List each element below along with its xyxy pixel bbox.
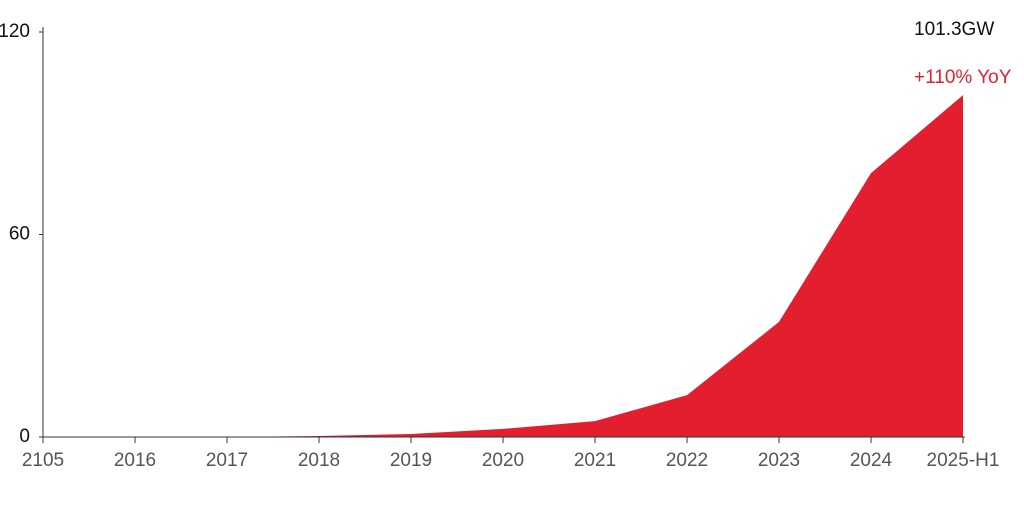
y-tick-label: 120 — [0, 21, 30, 42]
x-tick-label: 2018 — [298, 450, 340, 471]
y-tick-label: 0 — [19, 426, 30, 447]
x-tick-label: 2023 — [758, 450, 800, 471]
y-tick-label: 60 — [9, 224, 30, 245]
annotation: +110% YoY — [914, 67, 1012, 88]
x-tick-label: 2019 — [390, 450, 432, 471]
x-tick-label: 2016 — [114, 450, 156, 471]
x-tick-label: 2021 — [574, 450, 616, 471]
x-tick-label: 2017 — [206, 450, 248, 471]
x-tick-label: 2020 — [482, 450, 524, 471]
annotation: 101.3GW — [914, 19, 994, 40]
x-tick-label: 2105 — [22, 450, 64, 471]
x-tick-label: 2022 — [666, 450, 708, 471]
x-tick-label: 2024 — [850, 450, 893, 471]
area — [43, 95, 963, 438]
x-tick-label: 2025-H1 — [927, 450, 1000, 471]
